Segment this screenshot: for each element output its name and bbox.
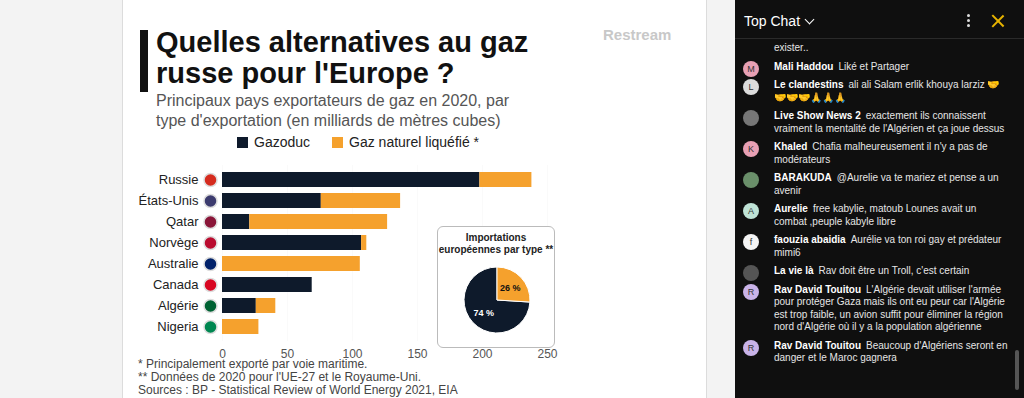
html-text:exactement ils connaissent vra: exactement ils connaissent vraiment la m…: [774, 110, 1005, 134]
svg-text:Australie: Australie: [148, 256, 199, 271]
svg-text:74 %: 74 %: [474, 308, 495, 318]
html-text:* Principalement exporté par v: * Principalement exporté par voie mariti…: [138, 357, 368, 371]
html-text:BARAKUDA: BARAKUDA: [774, 172, 832, 183]
html-text:Khaled: Khaled: [774, 141, 808, 152]
svg-text:Algérie: Algérie: [158, 298, 198, 313]
svg-text:150: 150: [407, 347, 427, 361]
svg-text:50: 50: [280, 347, 295, 361]
svg-text:Russie: Russie: [159, 172, 199, 187]
html-text:R: R: [747, 286, 755, 297]
svg-text:Canada: Canada: [153, 277, 199, 292]
html-text:faouzia abaidia: faouzia abaidia: [774, 234, 846, 245]
html-text:free kabylie, matoub Lounes av: free kabylie, matoub Lounes avait un com…: [774, 203, 977, 227]
html-text:Beaucoup d'Algériens seront en: Beaucoup d'Algériens seront en danger et…: [774, 339, 1008, 363]
html-text:Quelles alternatives au gaz ru: Quelles alternatives au gaz russe pour l…: [156, 26, 529, 89]
html-text:Chafia malheureusement il n'y: Chafia malheureusement il n'y a pas de m…: [774, 141, 988, 165]
svg-text:26 %: 26 %: [500, 283, 521, 293]
html-text:Rav David Touitou: Rav David Touitou: [774, 283, 861, 295]
html-text:Aurelie: Aurelie: [774, 203, 808, 214]
html-text:Importations européennes par t: Importations européennes par type **: [438, 232, 554, 255]
svg-text:250: 250: [537, 347, 557, 361]
html-text:Restream: Restream: [603, 26, 672, 43]
html-text:Top Chat: Top Chat: [744, 13, 800, 29]
html-text:Gaz naturel liquéfié *: Gaz naturel liquéfié *: [349, 134, 479, 150]
html-text:Rav David Touitou: Rav David Touitou: [774, 339, 861, 351]
svg-text:Nigeria: Nigeria: [157, 319, 199, 334]
html-text:Sources : BP - Statistical Rev: Sources : BP - Statistical Review of Wor…: [138, 383, 458, 397]
html-text:Rav doit être un Troll, c'est: Rav doit être un Troll, c'est certain: [818, 265, 970, 276]
html-text:L: L: [748, 82, 754, 92]
html-text:** Données de 2020 pour l'UE-2: ** Données de 2020 pour l'UE-27 et le Ro…: [138, 370, 422, 384]
svg-text:0: 0: [219, 347, 226, 361]
html-text:La vie là: La vie là: [774, 265, 814, 276]
html-text:Le clandestins: Le clandestins: [774, 79, 844, 90]
svg-text:États-Unis: États-Unis: [139, 193, 199, 208]
html-text:Aurélie va ton roi gay et préd: Aurélie va ton roi gay et prédateur mimi…: [774, 234, 1002, 258]
html-text:Mali Haddou Liké et Partager: Mali Haddou Liké et Partager: [774, 60, 910, 72]
html-text:@Aurelie va te mariez et pense: @Aurelie va te mariez et pense a un aven…: [774, 172, 999, 196]
svg-text:Qatar: Qatar: [166, 214, 199, 229]
html-text:f: f: [749, 237, 753, 247]
svg-text:100: 100: [342, 347, 363, 361]
svg-text:200: 200: [472, 347, 492, 361]
html-text:R: R: [747, 342, 755, 353]
html-text:A: A: [748, 206, 754, 216]
html-text:Live Show News 2: Live Show News 2: [774, 110, 861, 121]
html-text:L'Algérie devait utiliser l'ar: L'Algérie devait utiliser l'armée pour p…: [774, 283, 1005, 332]
html-text:Principaux pays exportateurs d: Principaux pays exportateurs de gaz en 2…: [156, 92, 510, 129]
svg-text:Norvège: Norvège: [149, 235, 198, 250]
html-text:exister..: exister..: [774, 42, 809, 53]
html-text:K: K: [748, 144, 754, 154]
html-text:M: M: [747, 63, 755, 74]
html-text:Gazoduc: Gazoduc: [254, 134, 310, 150]
html-text:ali ali Salam erlik khouya lar: ali ali Salam erlik khouya larziz 🤝🤝🤝🤝🙏🙏…: [774, 79, 1000, 103]
